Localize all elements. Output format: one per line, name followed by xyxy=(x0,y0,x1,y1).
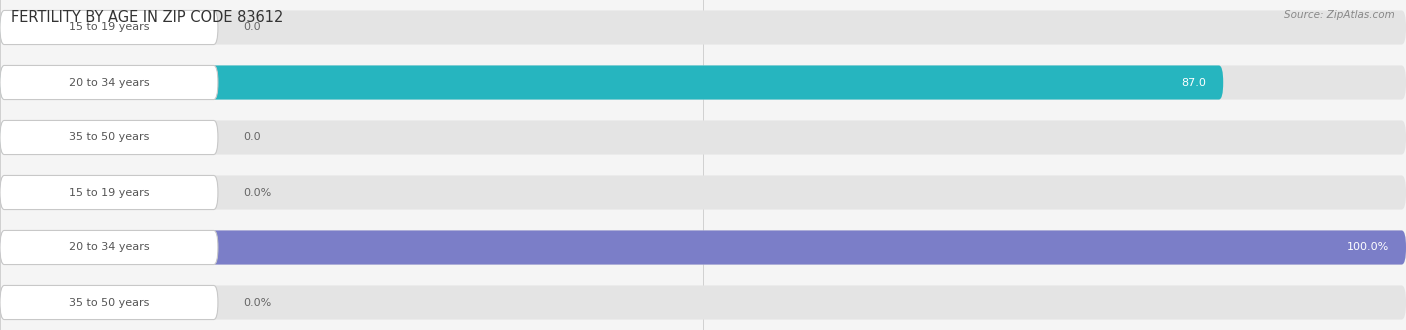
Text: 0.0: 0.0 xyxy=(243,22,262,32)
FancyBboxPatch shape xyxy=(0,65,1223,100)
FancyBboxPatch shape xyxy=(0,120,218,154)
Text: 20 to 34 years: 20 to 34 years xyxy=(69,78,149,87)
FancyBboxPatch shape xyxy=(0,65,1406,100)
FancyBboxPatch shape xyxy=(0,11,1406,45)
FancyBboxPatch shape xyxy=(0,176,218,210)
FancyBboxPatch shape xyxy=(0,230,218,265)
FancyBboxPatch shape xyxy=(0,65,218,100)
Text: 0.0%: 0.0% xyxy=(243,187,271,197)
Text: 100.0%: 100.0% xyxy=(1347,243,1389,252)
Text: FERTILITY BY AGE IN ZIP CODE 83612: FERTILITY BY AGE IN ZIP CODE 83612 xyxy=(11,10,284,25)
FancyBboxPatch shape xyxy=(0,11,218,45)
Text: 0.0: 0.0 xyxy=(243,133,262,143)
Text: 35 to 50 years: 35 to 50 years xyxy=(69,133,149,143)
FancyBboxPatch shape xyxy=(0,176,1406,210)
FancyBboxPatch shape xyxy=(0,285,1406,319)
Text: Source: ZipAtlas.com: Source: ZipAtlas.com xyxy=(1284,10,1395,20)
Text: 20 to 34 years: 20 to 34 years xyxy=(69,243,149,252)
FancyBboxPatch shape xyxy=(0,120,131,154)
FancyBboxPatch shape xyxy=(0,230,1406,265)
Text: 87.0: 87.0 xyxy=(1181,78,1206,87)
Text: 15 to 19 years: 15 to 19 years xyxy=(69,22,149,32)
Text: 0.0%: 0.0% xyxy=(243,298,271,308)
Text: 35 to 50 years: 35 to 50 years xyxy=(69,298,149,308)
FancyBboxPatch shape xyxy=(0,230,1406,265)
FancyBboxPatch shape xyxy=(0,285,131,319)
FancyBboxPatch shape xyxy=(0,285,218,319)
FancyBboxPatch shape xyxy=(0,120,1406,154)
Text: 15 to 19 years: 15 to 19 years xyxy=(69,187,149,197)
FancyBboxPatch shape xyxy=(0,176,131,210)
FancyBboxPatch shape xyxy=(0,11,131,45)
